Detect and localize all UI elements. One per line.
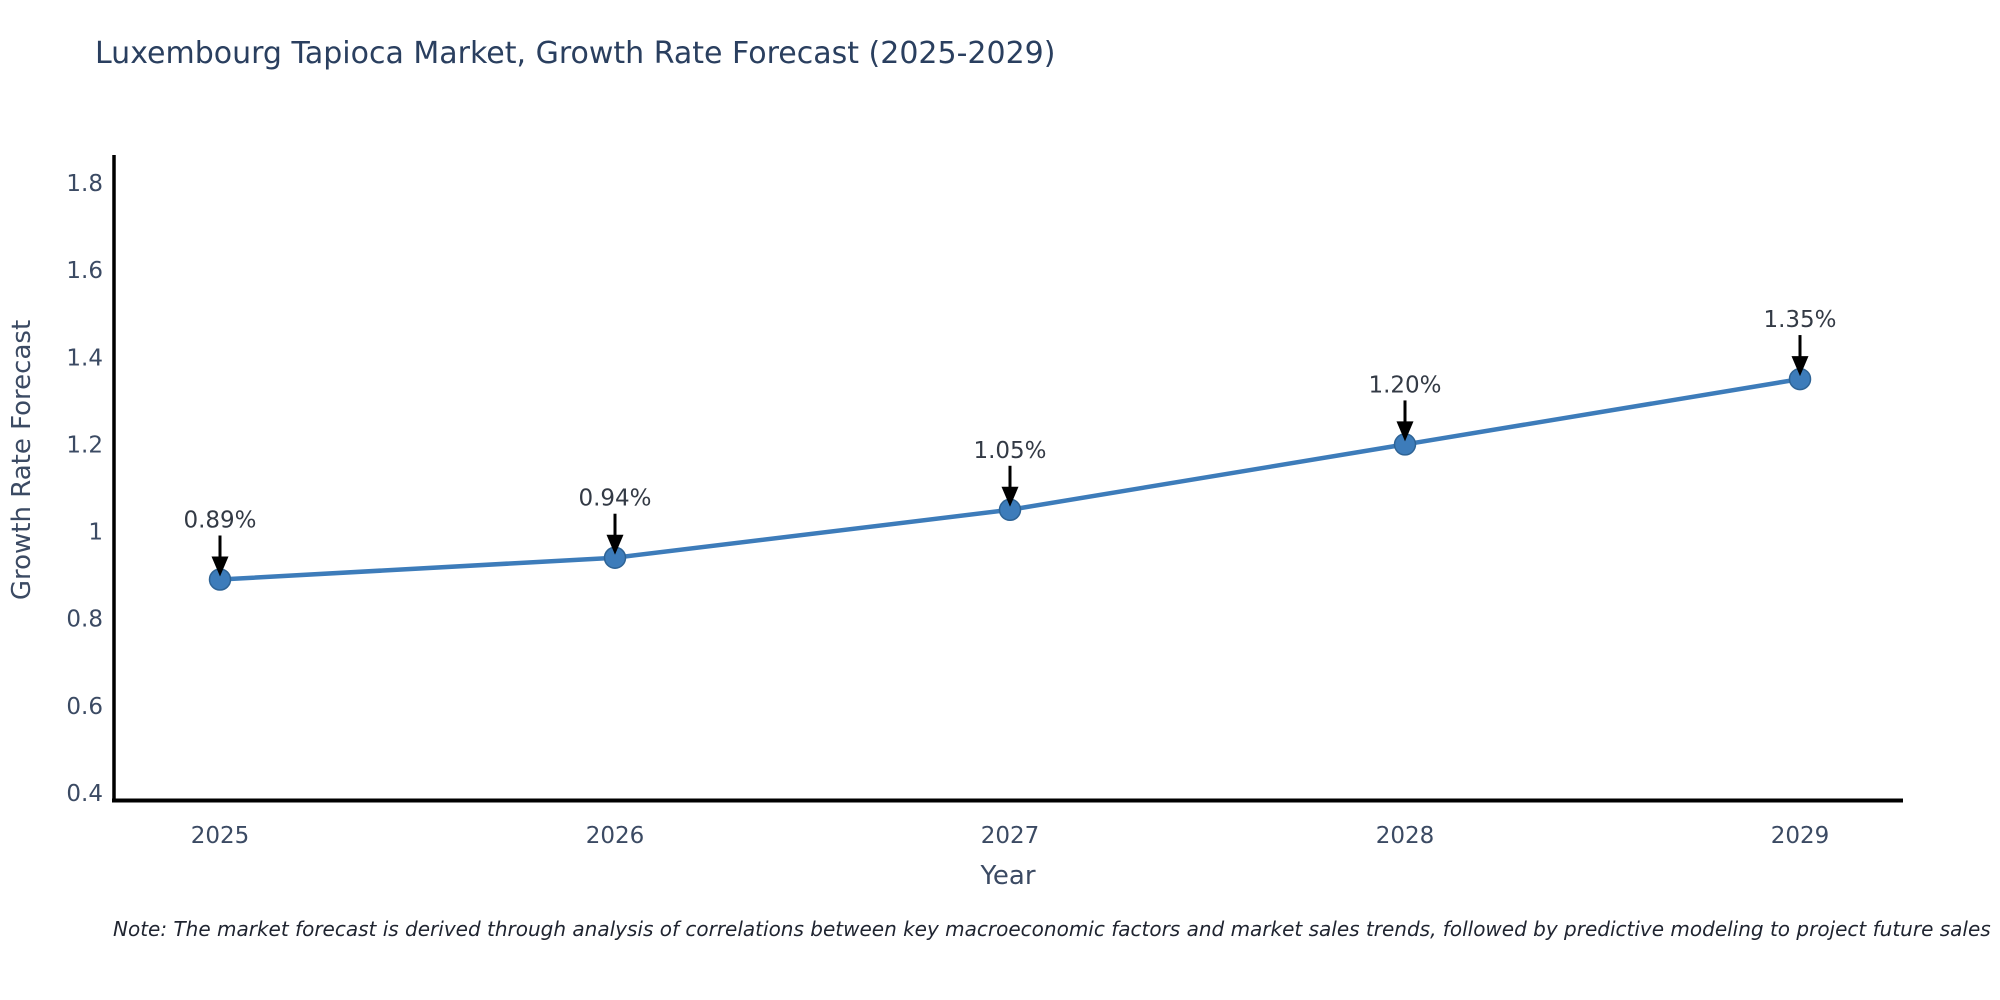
y-tick-label: 0.8 (66, 607, 103, 633)
footnote: Note: The market forecast is derived thr… (113, 917, 1991, 941)
y-axis-title: Growth Rate Forecast (7, 320, 37, 600)
y-tick-label: 1.8 (66, 171, 103, 197)
y-tick-label: 0.4 (66, 781, 103, 807)
annotation-arrow-head (1791, 356, 1809, 377)
x-tick-label: 2027 (981, 823, 1040, 849)
x-tick-label: 2028 (1376, 823, 1435, 849)
annotation-arrow-head (1001, 486, 1019, 507)
data-label-2025: 0.89% (183, 508, 256, 534)
data-label-2029: 1.35% (1763, 307, 1836, 333)
chart-title: Luxembourg Tapioca Market, Growth Rate F… (95, 36, 1056, 71)
annotation-arrow-head (211, 556, 229, 577)
annotation-arrow-head (1396, 421, 1414, 442)
data-label-2028: 1.20% (1368, 372, 1441, 398)
data-label-2026: 0.94% (578, 486, 651, 512)
data-label-2027: 1.05% (973, 438, 1046, 464)
x-tick-label: 2025 (191, 823, 250, 849)
y-tick-label: 1.6 (66, 258, 103, 284)
y-tick-label: 1 (88, 520, 103, 546)
annotation-arrow-head (606, 534, 624, 555)
x-axis-title: Year (979, 861, 1035, 891)
x-tick-label: 2029 (1771, 823, 1830, 849)
y-tick-label: 1.4 (66, 345, 103, 371)
y-tick-label: 0.6 (66, 694, 103, 720)
y-tick-label: 1.2 (66, 432, 103, 458)
x-tick-label: 2026 (586, 823, 645, 849)
